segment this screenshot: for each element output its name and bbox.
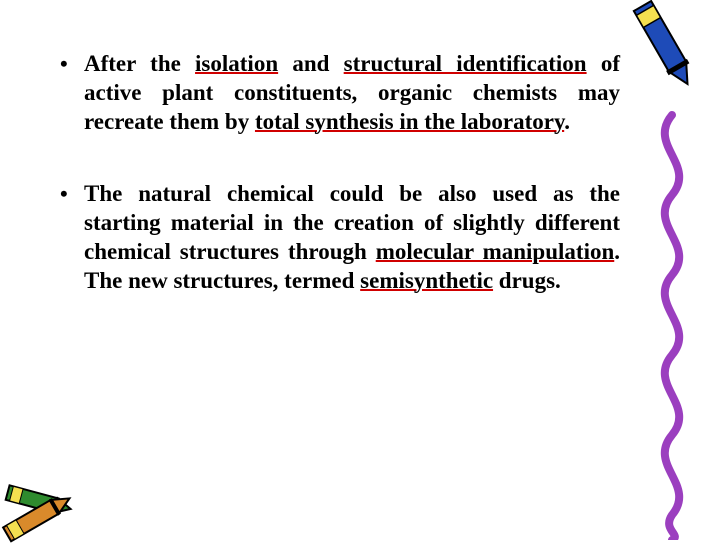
body-text: After the [84, 51, 195, 76]
underlined-text: total synthesis in the laboratory [255, 109, 564, 134]
underlined-text: structural identification [344, 51, 587, 76]
bullet-list: After the isolation and structural ident… [50, 50, 620, 295]
body-text: . [564, 109, 570, 134]
body-text: and [278, 51, 344, 76]
bullet-item: The natural chemical could be also used … [50, 180, 620, 295]
underlined-text: isolation [195, 51, 278, 76]
underlined-text: molecular manipulation [376, 239, 615, 264]
squiggle-decoration [642, 110, 702, 540]
crayon-icon [625, 0, 705, 100]
bullet-item: After the isolation and structural ident… [50, 50, 620, 136]
body-text: drugs. [493, 268, 561, 293]
slide-content: After the isolation and structural ident… [50, 50, 620, 339]
underlined-text: semisynthetic [360, 268, 493, 293]
crayon-group-icon [0, 465, 95, 545]
